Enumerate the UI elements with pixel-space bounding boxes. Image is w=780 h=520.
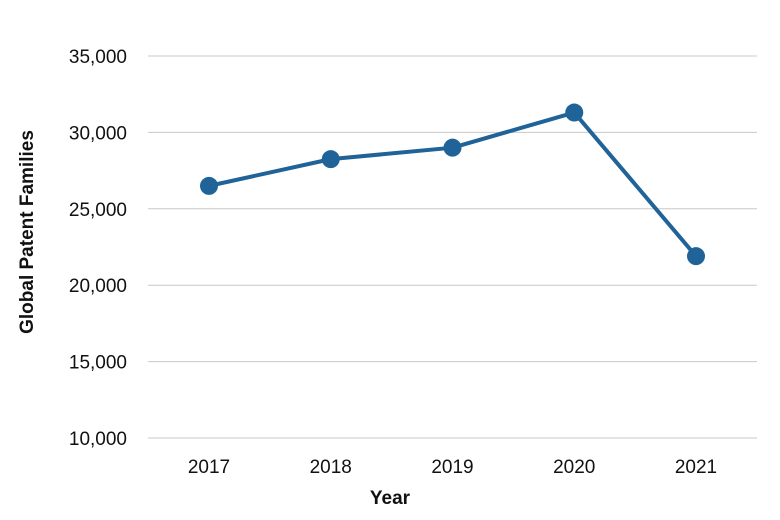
y-tick-label: 10,000 <box>69 429 127 450</box>
x-axis-ticks: 2017 2018 2019 2020 2021 <box>188 457 717 478</box>
series-line <box>207 110 698 259</box>
x-tick-label: 2019 <box>431 457 473 478</box>
gridlines <box>148 55 757 439</box>
x-tick-label: 2017 <box>188 457 230 478</box>
data-point <box>200 176 218 195</box>
x-tick-label: 2018 <box>310 457 352 478</box>
x-axis-title: Year <box>370 488 411 509</box>
x-tick-label: 2020 <box>553 457 595 478</box>
y-tick-label: 30,000 <box>69 123 127 144</box>
data-point <box>321 150 340 169</box>
y-tick-label: 25,000 <box>69 200 127 221</box>
y-tick-label: 20,000 <box>69 276 127 297</box>
x-tick-label: 2021 <box>675 457 717 478</box>
y-tick-label: 15,000 <box>69 353 127 374</box>
y-tick-label: 35,000 <box>69 47 127 68</box>
y-axis-ticks: 10,000 15,000 20,000 25,000 30,000 35,000 <box>69 47 127 450</box>
data-point <box>565 103 584 122</box>
data-point <box>687 247 705 266</box>
series-layer <box>200 103 705 266</box>
y-axis-title: Global Patent Families <box>17 130 38 334</box>
data-point <box>443 138 462 157</box>
